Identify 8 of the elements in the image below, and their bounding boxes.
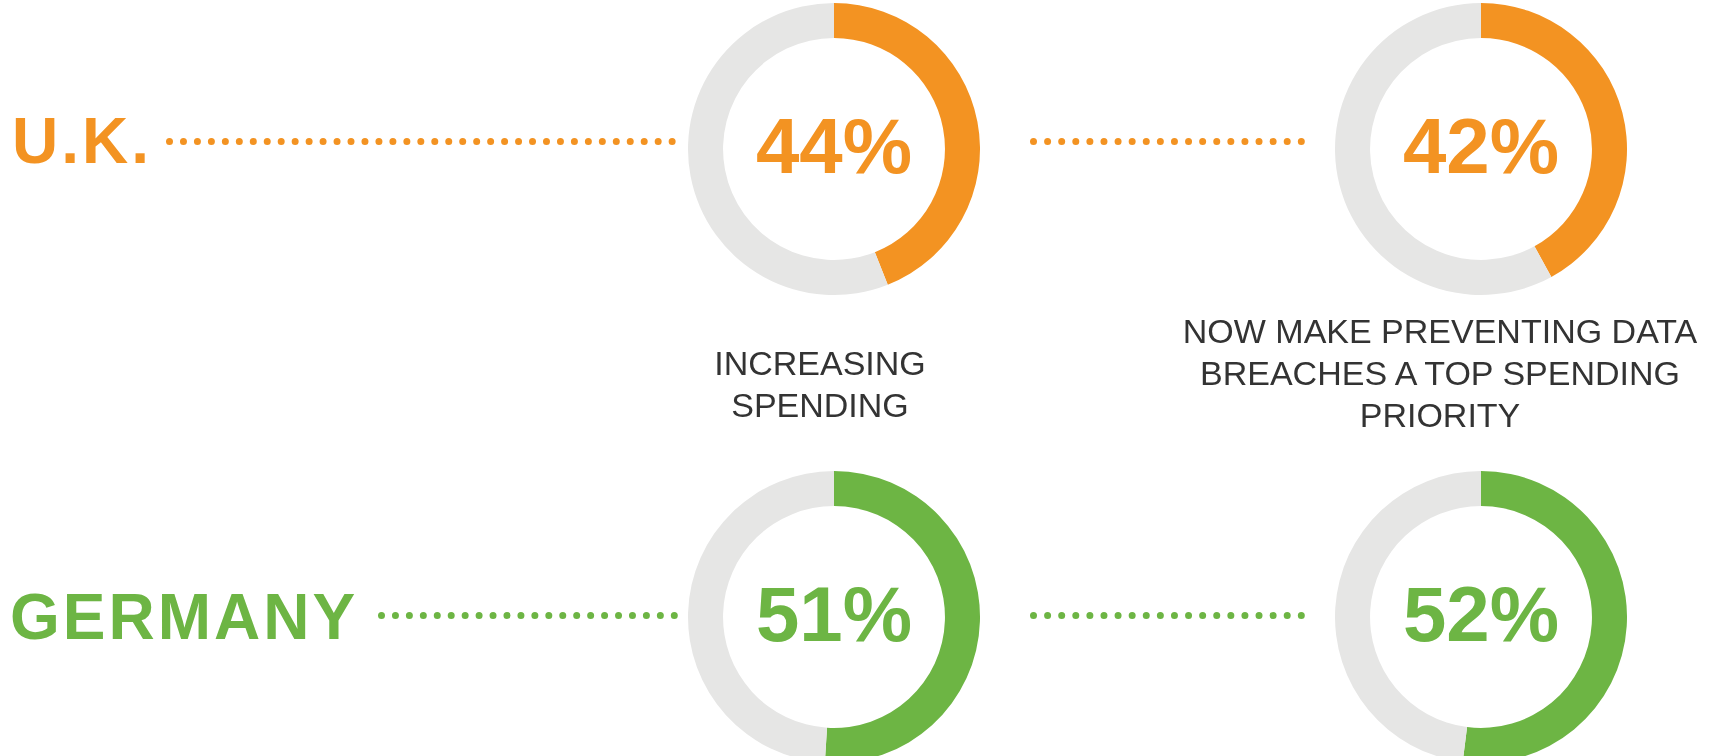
data-label: 44% <box>755 101 913 190</box>
data-label: 42% <box>1402 101 1560 190</box>
data-label: 52% <box>1402 569 1560 658</box>
text: GERMANY <box>10 580 359 654</box>
text: U.K. <box>12 104 152 178</box>
data-label: 51% <box>755 569 913 658</box>
text: NOW MAKE PREVENTING DATA BREACHES A TOP SPENDING PRIORITY <box>1181 311 1699 436</box>
text: INCREASING SPENDING <box>713 343 927 426</box>
